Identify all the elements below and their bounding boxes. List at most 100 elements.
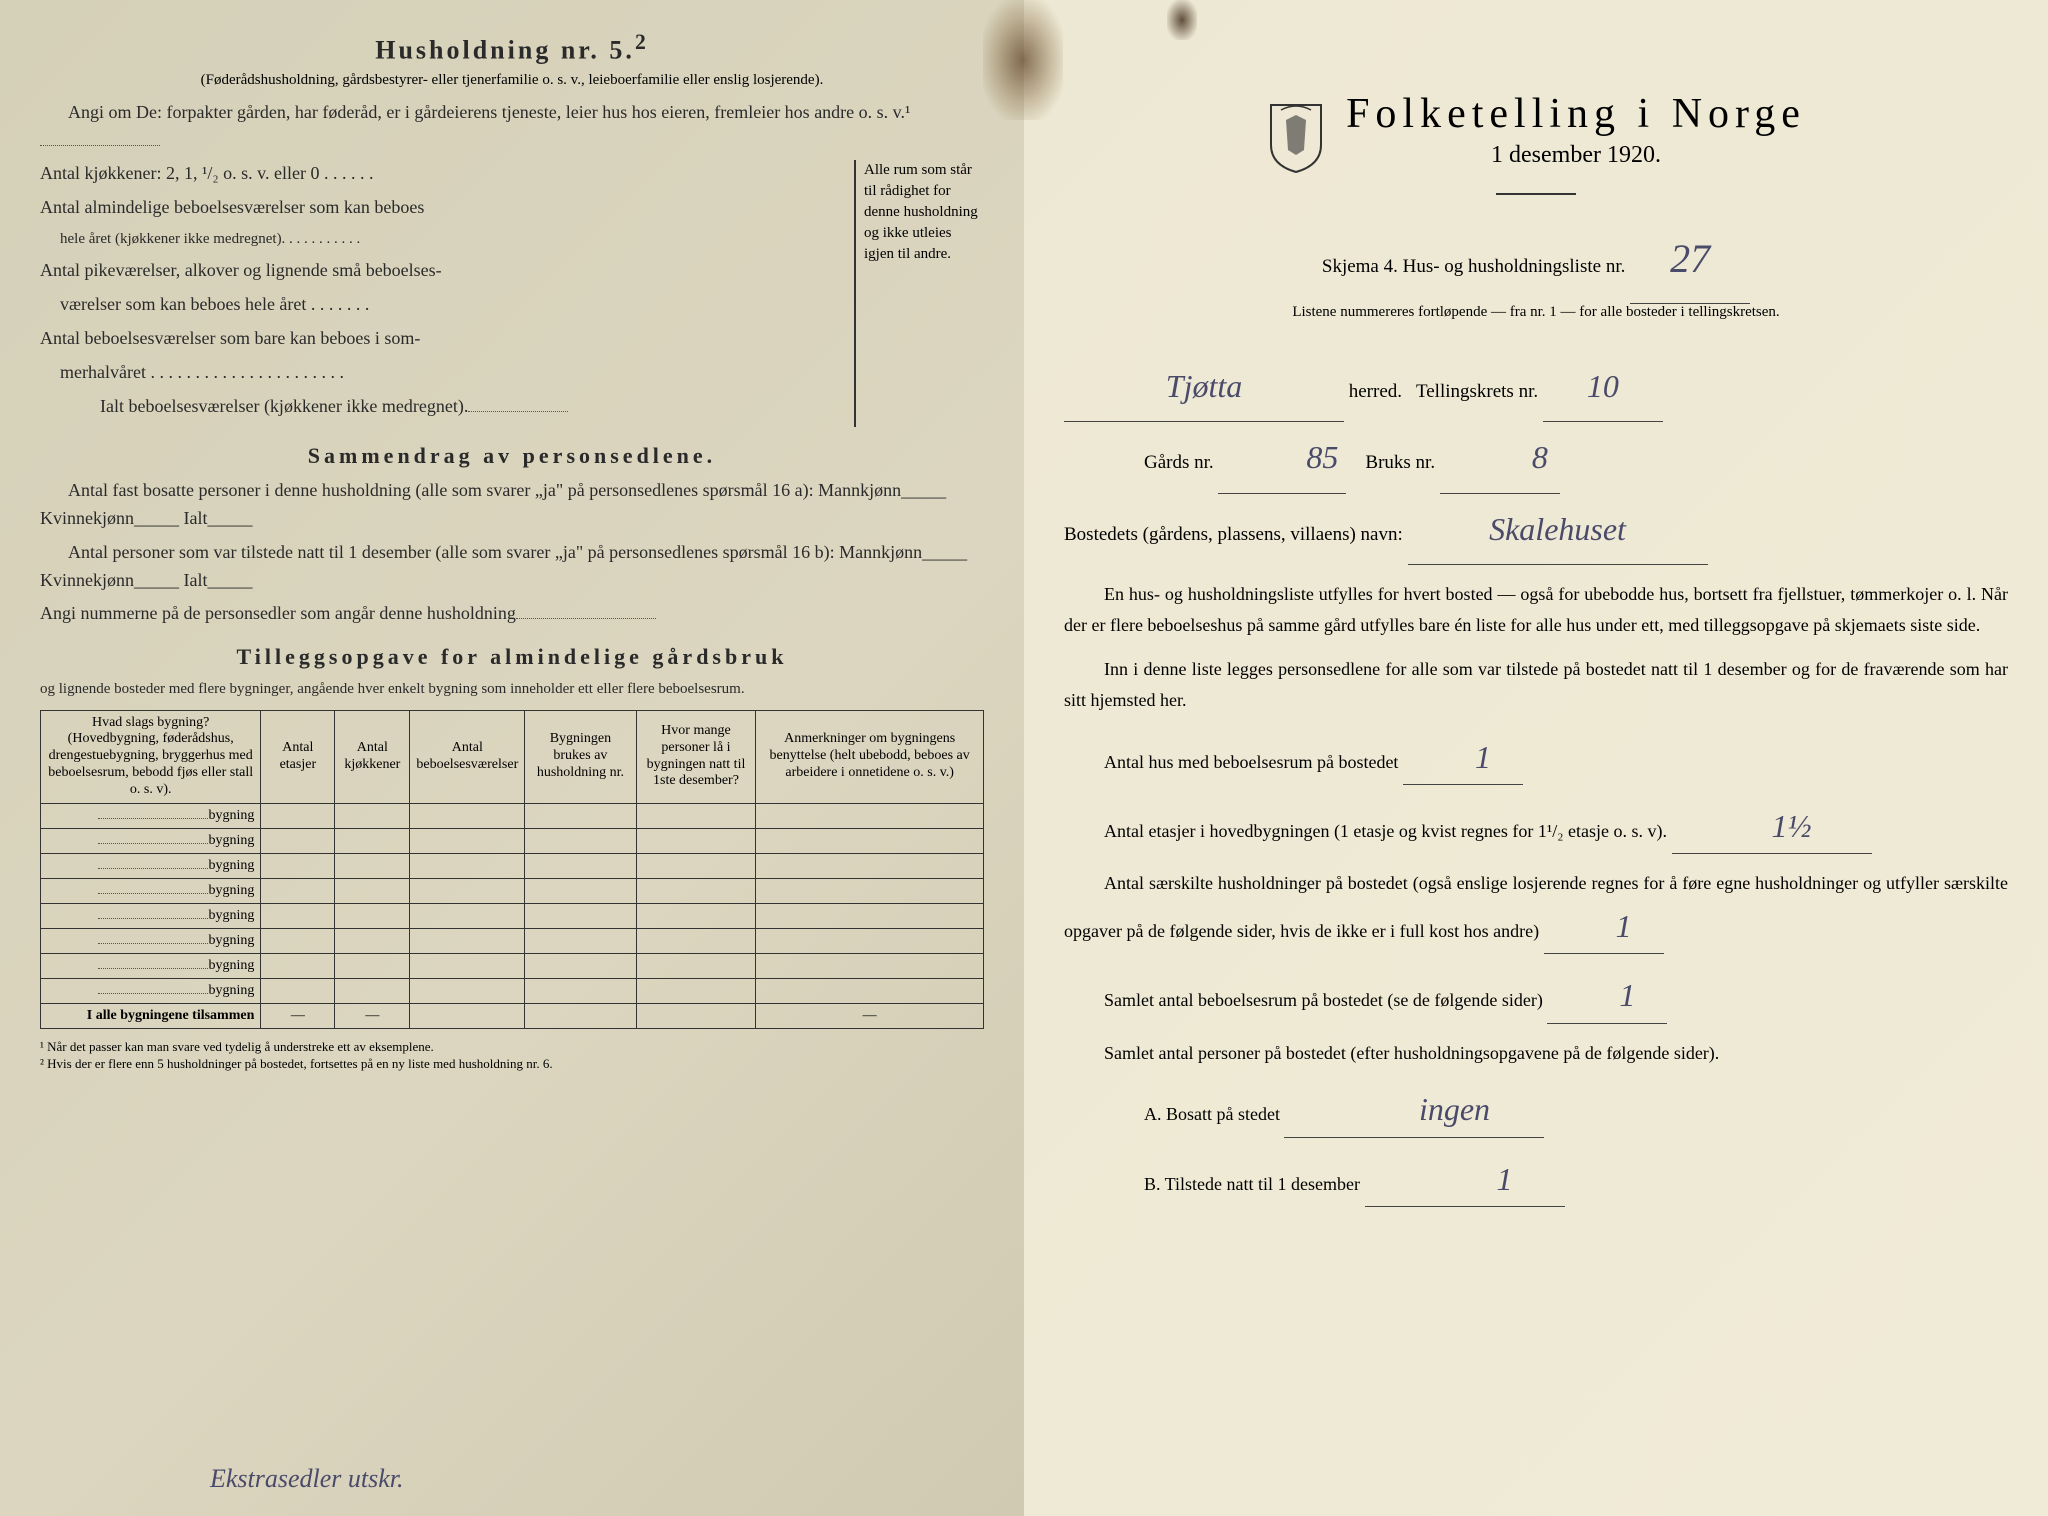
form-nr-value: 27 bbox=[1630, 215, 1750, 304]
total-cell bbox=[636, 1003, 756, 1028]
table-row: bygning bbox=[41, 953, 984, 978]
table-cell bbox=[525, 953, 636, 978]
q-persons: Samlet antal personer på bostedet (efter… bbox=[1064, 1038, 2008, 1069]
title-date: 1 desember 1920. bbox=[1346, 142, 1806, 169]
table-cell bbox=[636, 878, 756, 903]
left-page: Husholdning nr. 5.2 (Føderådshusholdning… bbox=[0, 0, 1024, 1516]
q-rooms-c: Antal beboelsesværelser som bare kan beb… bbox=[40, 325, 854, 353]
table-cell bbox=[525, 828, 636, 853]
table-cell bbox=[756, 953, 984, 978]
bosted-line: Bostedets (gårdens, plassens, villaens) … bbox=[1064, 494, 2008, 565]
row-building-label: bygning bbox=[41, 853, 261, 878]
summary-line-1: Antal fast bosatte personer i denne hush… bbox=[40, 477, 984, 533]
herred-line: Tjøtta herred. Tellingskrets nr. 10 bbox=[1064, 351, 2008, 422]
q-rooms-a: Antal almindelige beboelsesværelser som … bbox=[40, 194, 854, 222]
table-cell bbox=[410, 828, 525, 853]
table-cell bbox=[335, 928, 410, 953]
table-row: bygning bbox=[41, 978, 984, 1003]
table-cell bbox=[756, 828, 984, 853]
q-rooms-b: Antal pikeværelser, alkover og lignende … bbox=[40, 257, 854, 285]
col-kitchens: Antal kjøkkener bbox=[335, 710, 410, 803]
ink-stain bbox=[983, 0, 1063, 120]
bosted-value: Skalehuset bbox=[1408, 494, 1708, 565]
bosatt-value: ingen bbox=[1284, 1082, 1544, 1137]
table-cell bbox=[525, 928, 636, 953]
tilstede-value: 1 bbox=[1365, 1152, 1565, 1207]
table-cell bbox=[261, 878, 335, 903]
table-cell bbox=[525, 803, 636, 828]
household-subtitle: (Føderådshusholdning, gårdsbestyrer- ell… bbox=[40, 72, 984, 89]
row-building-label: bygning bbox=[41, 803, 261, 828]
table-row: bygning bbox=[41, 903, 984, 928]
summary-line-3: Angi nummerne på de personsedler som ang… bbox=[40, 600, 984, 628]
table-cell bbox=[525, 853, 636, 878]
rooms-block: Antal kjøkkener: 2, 1, ¹/₂ o. s. v. elle… bbox=[40, 160, 984, 426]
right-header: Folketelling i Norge 1 desember 1920. Sk… bbox=[1064, 90, 2008, 321]
krets-value: 10 bbox=[1543, 351, 1663, 422]
table-cell bbox=[410, 878, 525, 903]
supplement-sub: og lignende bosteder med flere bygninger… bbox=[40, 678, 984, 701]
supplement-heading: Tilleggsopgave for almindelige gårdsbruk bbox=[40, 644, 984, 670]
table-cell bbox=[261, 853, 335, 878]
instructions-2: Inn i denne liste legges personsedlene f… bbox=[1064, 654, 2008, 715]
total-cell: — bbox=[261, 1003, 335, 1028]
q-b: B. Tilstede natt til 1 desember 1 bbox=[1064, 1152, 2008, 1207]
coat-of-arms-icon bbox=[1266, 100, 1326, 175]
total-cell bbox=[525, 1003, 636, 1028]
col-building-type: Hvad slags bygning? (Hovedbygning, føder… bbox=[41, 710, 261, 803]
footnotes: ¹ Når det passer kan man svare ved tydel… bbox=[40, 1039, 984, 1073]
question-1: Angi om De: forpakter gården, har føderå… bbox=[40, 99, 984, 155]
table-cell bbox=[261, 828, 335, 853]
table-cell bbox=[261, 928, 335, 953]
handwritten-note: Ekstrasedler utskr. bbox=[210, 1464, 404, 1494]
table-cell bbox=[410, 928, 525, 953]
table-cell bbox=[756, 853, 984, 878]
col-persons: Hvor mange personer lå i bygningen natt … bbox=[636, 710, 756, 803]
gards-value: 85 bbox=[1218, 422, 1346, 493]
table-row: bygning bbox=[41, 803, 984, 828]
main-title: Folketelling i Norge bbox=[1346, 90, 1806, 138]
table-cell bbox=[636, 803, 756, 828]
table-cell bbox=[410, 953, 525, 978]
table-cell bbox=[410, 978, 525, 1003]
col-floors: Antal etasjer bbox=[261, 710, 335, 803]
gards-line: Gårds nr. 85 Bruks nr. 8 bbox=[1064, 422, 2008, 493]
table-cell bbox=[261, 953, 335, 978]
row-building-label: bygning bbox=[41, 878, 261, 903]
footnote-1: ¹ Når det passer kan man svare ved tydel… bbox=[40, 1039, 984, 1056]
table-cell bbox=[525, 903, 636, 928]
ink-stain-small bbox=[1167, 0, 1197, 40]
summary-line-2: Antal personer som var tilstede natt til… bbox=[40, 539, 984, 595]
table-cell bbox=[335, 803, 410, 828]
q-rooms-c2: merhalvåret . . . . . . . . . . . . . . … bbox=[40, 359, 854, 387]
table-cell bbox=[636, 903, 756, 928]
footnote-2: ² Hvis der er flere enn 5 husholdninger … bbox=[40, 1056, 984, 1073]
q-rooms: Samlet antal beboelsesrum på bostedet (s… bbox=[1064, 968, 2008, 1023]
total-cell: — bbox=[335, 1003, 410, 1028]
households-value: 1 bbox=[1544, 899, 1664, 954]
table-cell bbox=[756, 803, 984, 828]
table-cell bbox=[756, 903, 984, 928]
table-cell bbox=[410, 903, 525, 928]
table-header-row: Hvad slags bygning? (Hovedbygning, føder… bbox=[41, 710, 984, 803]
census-document: Husholdning nr. 5.2 (Føderådshusholdning… bbox=[0, 0, 2048, 1516]
floors-value: 1½ bbox=[1672, 799, 1872, 854]
table-cell bbox=[261, 978, 335, 1003]
total-cell bbox=[410, 1003, 525, 1028]
bruks-value: 8 bbox=[1440, 422, 1560, 493]
building-table: Hvad slags bygning? (Hovedbygning, føder… bbox=[40, 710, 984, 1029]
table-cell bbox=[525, 878, 636, 903]
table-cell bbox=[756, 928, 984, 953]
q-rooms-total: Ialt beboelsesværelser (kjøkkener ikke m… bbox=[40, 393, 854, 421]
listene-note: Listene nummereres fortløpende — fra nr.… bbox=[1064, 304, 2008, 321]
herred-value: Tjøtta bbox=[1064, 351, 1344, 422]
table-cell bbox=[335, 978, 410, 1003]
row-building-label: bygning bbox=[41, 828, 261, 853]
table-cell bbox=[335, 828, 410, 853]
table-cell bbox=[636, 978, 756, 1003]
q-households: Antal særskilte husholdninger på bostede… bbox=[1064, 868, 2008, 954]
row-building-label: bygning bbox=[41, 928, 261, 953]
row-building-label: bygning bbox=[41, 903, 261, 928]
row-building-label: bygning bbox=[41, 953, 261, 978]
col-rooms: Antal beboelsesværelser bbox=[410, 710, 525, 803]
